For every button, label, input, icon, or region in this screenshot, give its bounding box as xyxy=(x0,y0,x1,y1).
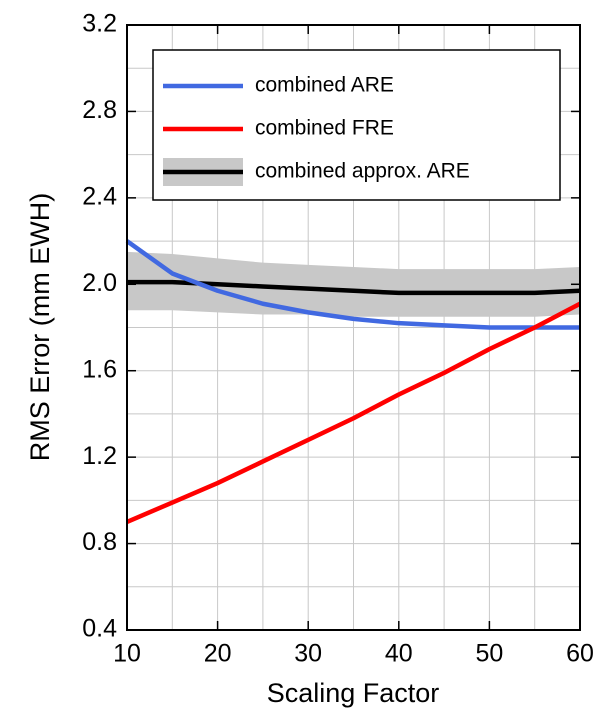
y-axis-label: RMS Error (mm EWH) xyxy=(25,193,55,461)
line xyxy=(125,239,580,330)
y-tick-label: 0.8 xyxy=(82,528,117,556)
error-band xyxy=(127,251,580,317)
y-tick-label: 1.2 xyxy=(82,442,117,470)
x-tick-label: 50 xyxy=(475,640,503,668)
y-tick-label: 0.4 xyxy=(82,615,117,643)
x-tick-label: 30 xyxy=(294,640,322,668)
x-axis-label: Scaling Factor xyxy=(267,678,440,708)
legend-label: combined approx. ARE xyxy=(255,160,470,183)
line xyxy=(126,301,582,525)
y-tick-label: 2.4 xyxy=(82,182,117,210)
legend-label: combined ARE xyxy=(255,74,394,97)
x-tick-label: 10 xyxy=(113,640,141,668)
x-tick-label: 20 xyxy=(204,640,232,668)
x-tick-label: 40 xyxy=(385,640,413,668)
legend-label: combined FRE xyxy=(255,117,394,140)
plot-frame xyxy=(126,24,581,631)
y-tick-label: 1.6 xyxy=(82,355,117,383)
x-tick-label: 60 xyxy=(566,640,594,668)
y-tick-label: 2.0 xyxy=(82,269,117,297)
y-tick-label: 2.8 xyxy=(82,96,117,124)
y-tick-label: 3.2 xyxy=(82,10,117,38)
